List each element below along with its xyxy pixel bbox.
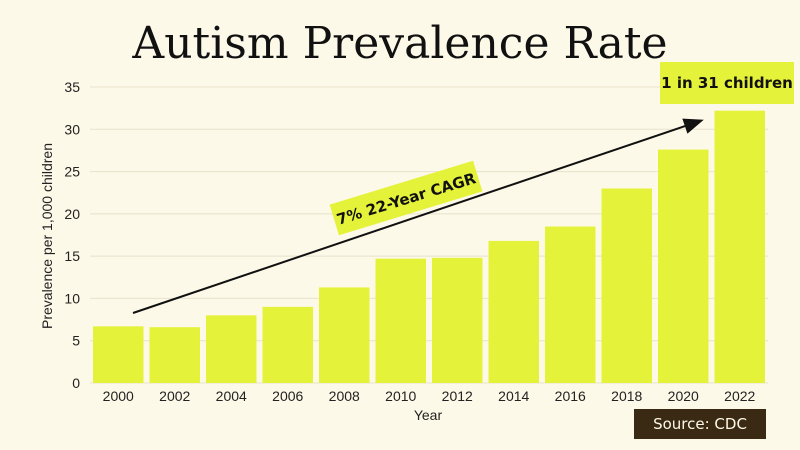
y-axis-label: Prevalence per 1,000 children [39,143,55,329]
x-tick-label: 2018 [611,388,642,404]
y-tick-label: 0 [72,375,80,391]
y-tick-label: 25 [64,164,80,180]
x-tick-label: 2008 [329,388,360,404]
x-tick-label: 2000 [103,388,134,404]
y-tick-label: 35 [64,79,80,95]
source-badge: Source: CDC [634,409,766,439]
x-tick-label: 2002 [159,388,190,404]
bar-2016 [545,226,596,383]
x-tick-label: 2016 [555,388,586,404]
chart-title: Autism Prevalence Rate [132,18,668,69]
bar-2000 [93,326,144,383]
x-tick-label: 2004 [216,388,247,404]
bar-2006 [262,306,313,383]
y-tick-label: 5 [72,333,80,349]
x-tick-label: 2006 [272,388,303,404]
y-tick-label: 30 [64,121,80,137]
x-tick-label: 2010 [385,388,416,404]
bar-2022 [714,110,765,384]
bar-2020 [658,149,709,383]
bar-2008 [319,287,370,383]
x-tick-label: 2014 [498,388,529,404]
y-tick-label: 10 [64,290,80,306]
bar-2010 [375,258,426,383]
bar-2004 [206,315,257,383]
x-tick-label: 2022 [724,388,755,404]
y-tick-label: 15 [64,248,80,264]
bar-2014 [488,240,539,383]
bar-2018 [601,188,652,383]
top-label: 1 in 31 children [661,74,793,92]
x-axis-label: Year [414,407,443,423]
bar-2002 [149,327,200,383]
y-tick-label: 20 [64,206,80,222]
bar-2012 [432,257,483,383]
x-tick-label: 2020 [668,388,699,404]
top-annotation: 1 in 31 children [660,62,794,104]
x-tick-label: 2012 [442,388,473,404]
trend-arrow [132,118,704,314]
